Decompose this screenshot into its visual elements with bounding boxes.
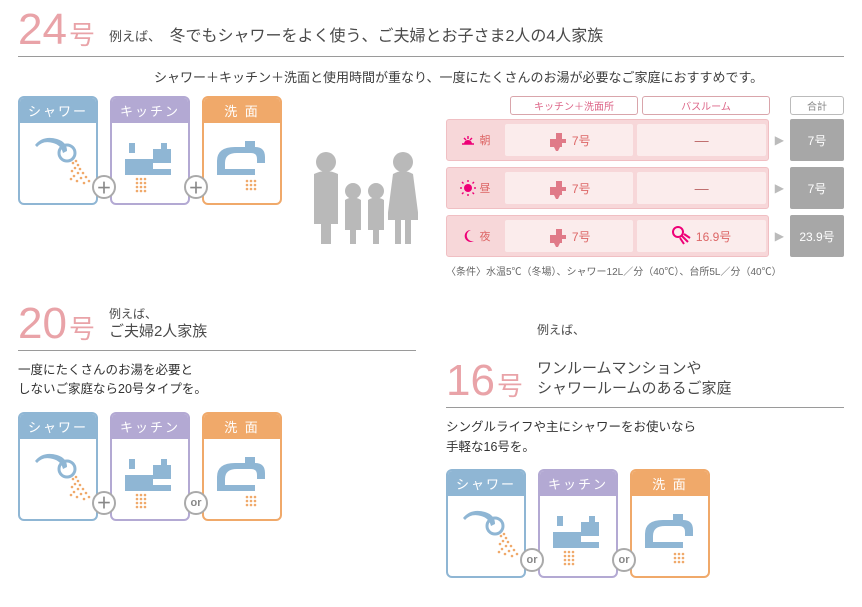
model-number-16: 16 号 xyxy=(446,359,523,403)
shower-icon xyxy=(20,439,96,519)
lead-text-16: ワンルームマンションや シャワールームのあるご家庭 xyxy=(537,360,732,397)
fixture-washbasin: 洗 面 xyxy=(202,96,282,205)
lead-pre-24: 例えば、 xyxy=(109,29,161,44)
bath-dash: — xyxy=(695,180,709,196)
fixture-shower: シャワー xyxy=(446,469,526,578)
shower-icon xyxy=(20,123,96,203)
kb-cell: 7号 xyxy=(505,124,633,156)
usage-header-bath: バスルーム xyxy=(642,96,770,115)
fixture-shower-label: シャワー xyxy=(20,98,96,123)
usage-row-昼: 昼7号—▶7号 xyxy=(446,167,844,209)
fixture-kitchen: キッチン xyxy=(110,412,190,521)
fixture-shower: シャワー xyxy=(18,412,98,521)
kitchen-icon xyxy=(540,496,616,576)
joiner-plus-2: ＋ xyxy=(184,175,208,199)
model-number-24: 24 号 xyxy=(18,8,95,52)
section-24: 24 号 例えば、 冬でもシャワーをよく使う、ご夫婦とお子さま2人の4人家族 シ… xyxy=(18,8,844,278)
washbasin-icon xyxy=(632,496,708,576)
fixture-kitchen-label: キッチン xyxy=(540,471,616,496)
num-20: 20 xyxy=(18,302,67,346)
usage-header-total: 合計 xyxy=(790,96,844,115)
bath-cell: 16.9号 xyxy=(637,220,765,252)
fixtures-24: シャワー ＋ キッチン ＋ 洗 面 xyxy=(18,96,282,205)
lead-24: 例えば、 冬でもシャワーをよく使う、ご夫婦とお子さま2人の4人家族 xyxy=(109,22,603,52)
arrow-icon: ▶ xyxy=(775,181,784,195)
joiner-or: or xyxy=(184,491,208,515)
kitchen-icon xyxy=(112,439,188,519)
total-cell: 7号 xyxy=(790,167,844,209)
fixture-shower: シャワー xyxy=(18,96,98,205)
model-number-20: 20 号 xyxy=(18,302,95,346)
fixture-washbasin-label: 洗 面 xyxy=(204,98,280,123)
fixture-kitchen: キッチン xyxy=(110,96,190,205)
suffix-24: 号 xyxy=(69,22,95,48)
bath-cell: — xyxy=(637,124,765,156)
joiner-plus: ＋ xyxy=(92,491,116,515)
fixtures-16: シャワー or キッチン or 洗 面 xyxy=(446,469,844,578)
lead-text-24: 冬でもシャワーをよく使う、ご夫婦とお子さま2人の4人家族 xyxy=(169,28,603,45)
usage-conditions: 〈条件〉水温5℃（冬場）、シャワー12L／分（40℃）、台所5L／分（40℃） xyxy=(446,263,844,278)
fixture-kitchen-label: キッチン xyxy=(112,414,188,439)
fixture-shower-label: シャワー xyxy=(20,414,96,439)
arrow-icon: ▶ xyxy=(775,229,784,243)
lead-pre-20: 例えば、 xyxy=(109,306,207,322)
bath-dash: — xyxy=(695,132,709,148)
suffix-20: 号 xyxy=(69,316,95,342)
header-24: 24 号 例えば、 冬でもシャワーをよく使う、ご夫婦とお子さま2人の4人家族 xyxy=(18,8,844,57)
joiner-plus-1: ＋ xyxy=(92,175,116,199)
total-cell: 7号 xyxy=(790,119,844,161)
time-朝: 朝 xyxy=(447,132,503,148)
kb-cell: 7号 xyxy=(505,172,633,204)
bath-val: 16.9号 xyxy=(696,228,731,245)
fixture-washbasin-label: 洗 面 xyxy=(204,414,280,439)
fixture-washbasin: 洗 面 xyxy=(202,412,282,521)
total-cell: 23.9号 xyxy=(790,215,844,257)
fixture-shower-label: シャワー xyxy=(448,471,524,496)
usage-table: キッチン＋洗面所 バスルーム 合計 朝7号—▶7号昼7号—▶7号夜7号16.9号… xyxy=(446,96,844,278)
washbasin-icon xyxy=(204,439,280,519)
kitchen-icon xyxy=(112,123,188,203)
joiner-or: or xyxy=(520,548,544,572)
washbasin-icon xyxy=(204,123,280,203)
subtext-24: シャワー＋キッチン＋洗面と使用時間が重なり、一度にたくさんのお湯が必要なご家庭に… xyxy=(154,67,844,86)
family-icon xyxy=(300,96,428,246)
bath-cell: — xyxy=(637,172,765,204)
section-16: 16 号 例えば、 ワンルームマンションや シャワールームのあるご家庭 シングル… xyxy=(446,302,844,578)
usage-row-朝: 朝7号—▶7号 xyxy=(446,119,844,161)
lead-16: 例えば、 ワンルームマンションや シャワールームのあるご家庭 xyxy=(537,302,732,403)
suffix-16: 号 xyxy=(497,373,523,399)
lead-20: 例えば、 ご夫婦2人家族 xyxy=(109,306,207,346)
lead-pre-16: 例えば、 xyxy=(537,322,732,338)
time-昼: 昼 xyxy=(447,180,503,196)
num-16: 16 xyxy=(446,359,495,403)
section-20: 20 号 例えば、 ご夫婦2人家族 一度にたくさんのお湯を必要と しないご家庭な… xyxy=(18,302,416,578)
desc-20: 一度にたくさんのお湯を必要と しないご家庭なら20号タイプを。 xyxy=(18,361,416,400)
time-夜: 夜 xyxy=(447,228,503,244)
fixture-washbasin-label: 洗 面 xyxy=(632,471,708,496)
fixtures-20: シャワー ＋ キッチン or 洗 面 xyxy=(18,412,416,521)
fixture-kitchen-label: キッチン xyxy=(112,98,188,123)
fixture-kitchen: キッチン xyxy=(538,469,618,578)
arrow-icon: ▶ xyxy=(775,133,784,147)
desc-16: シングルライフや主にシャワーをお使いなら 手軽な16号を。 xyxy=(446,418,844,457)
kb-cell: 7号 xyxy=(505,220,633,252)
usage-header-kb: キッチン＋洗面所 xyxy=(510,96,638,115)
num-24: 24 xyxy=(18,8,67,52)
joiner-or: or xyxy=(612,548,636,572)
usage-row-夜: 夜7号 16.9号 ▶ 23.9号 xyxy=(446,215,844,257)
lead-text-20: ご夫婦2人家族 xyxy=(109,323,207,340)
fixture-washbasin: 洗 面 xyxy=(630,469,710,578)
shower-icon xyxy=(448,496,524,576)
